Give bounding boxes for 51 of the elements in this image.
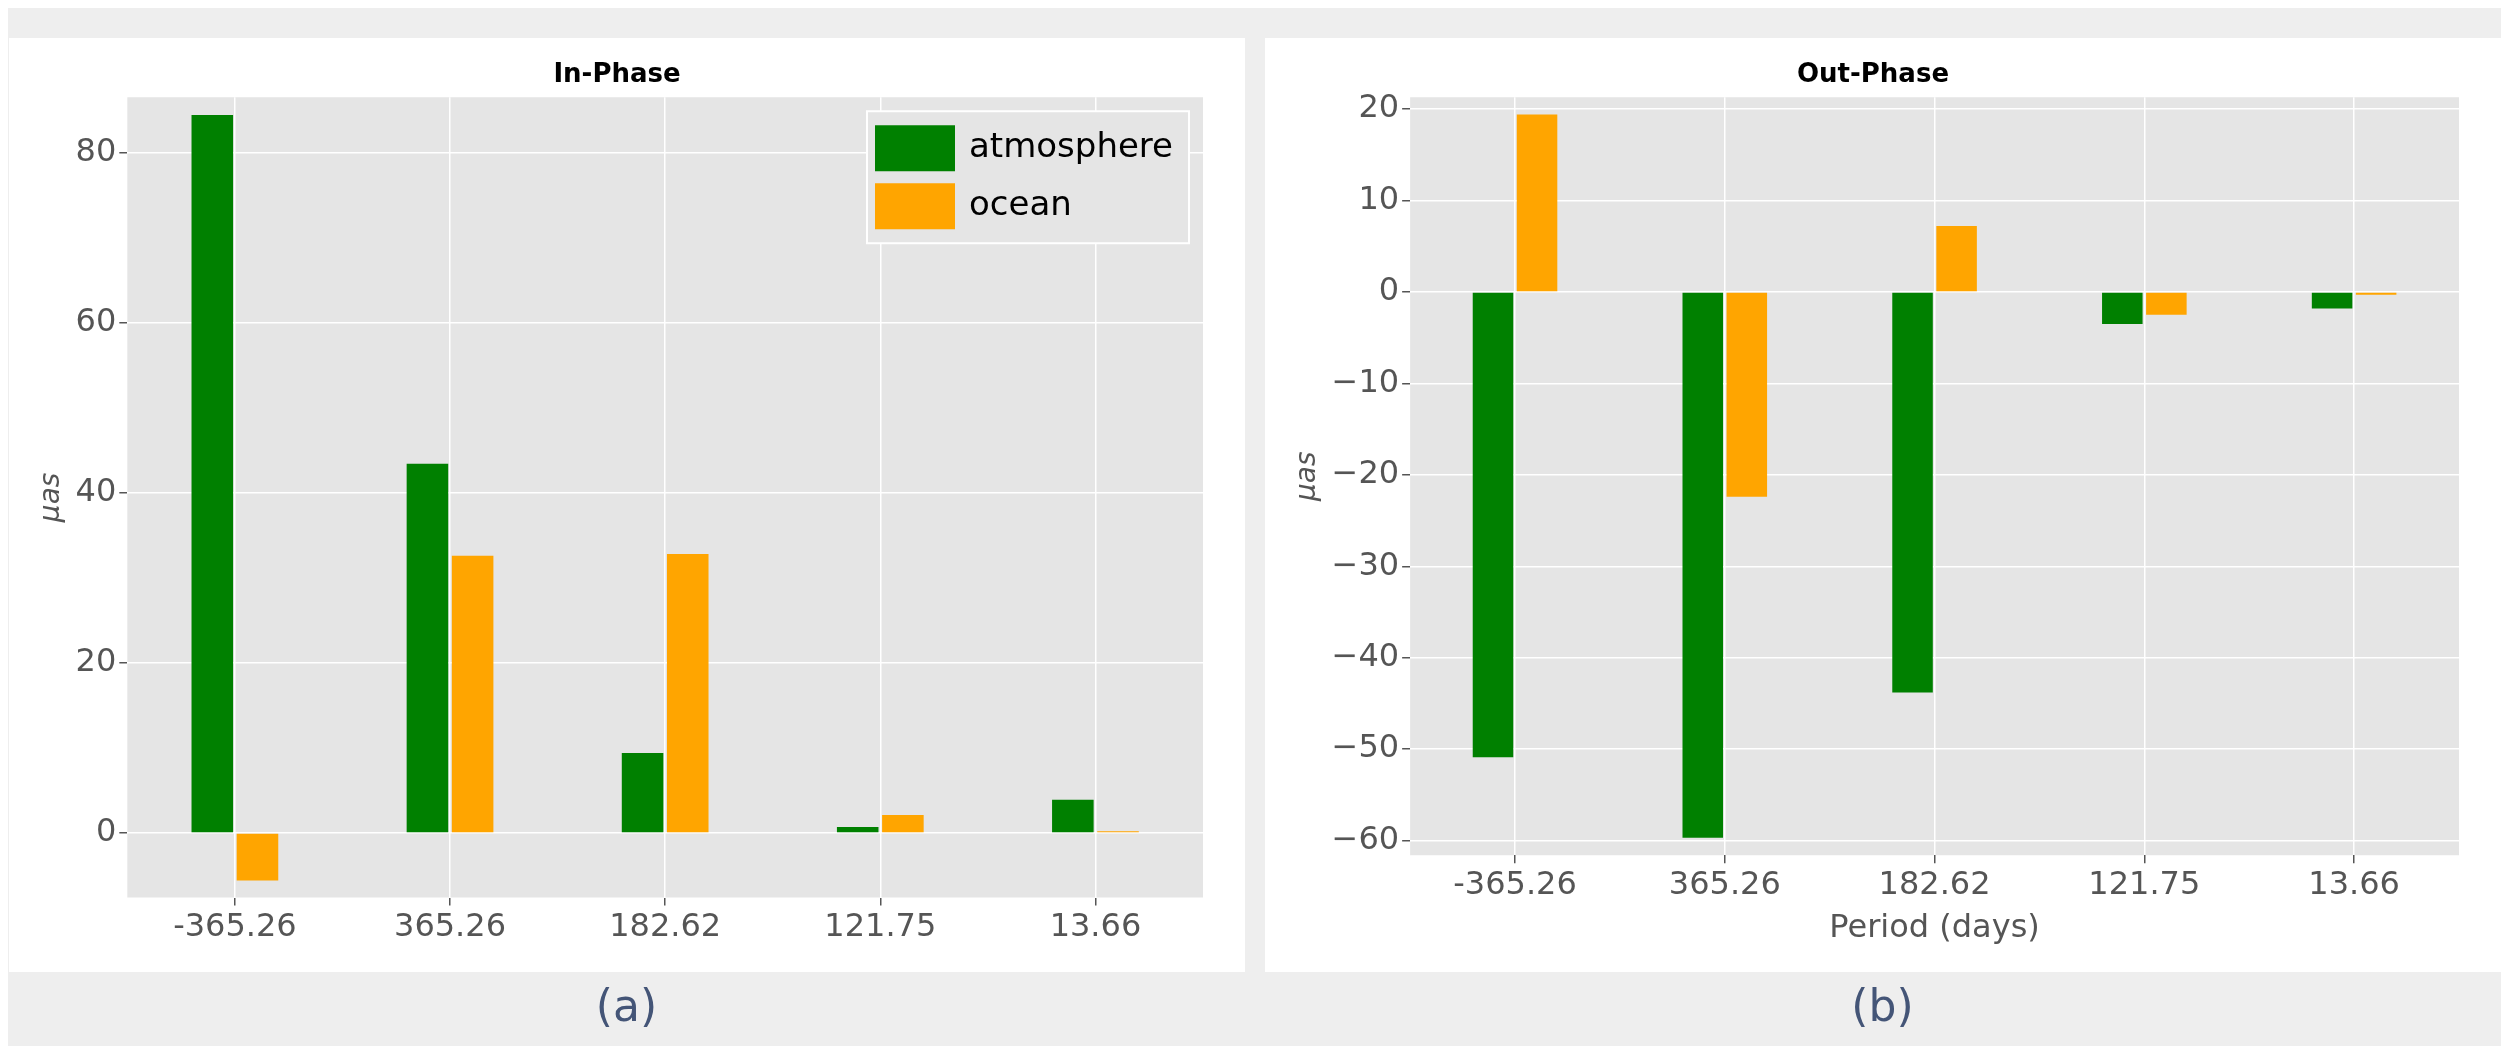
y-tick-label: −60 bbox=[1331, 818, 1399, 857]
y-tick-label: 0 bbox=[95, 811, 116, 850]
bar bbox=[666, 553, 709, 833]
bar bbox=[191, 115, 233, 833]
bar bbox=[1682, 292, 1723, 838]
y-tick-label: −20 bbox=[1331, 453, 1399, 492]
y-tick-label: 80 bbox=[75, 130, 116, 169]
x-tick-label: -365.26 bbox=[172, 906, 297, 945]
y-tick-label: 40 bbox=[75, 471, 116, 510]
x-tick-label: 182.62 bbox=[608, 906, 721, 945]
x-tick-label: 121.75 bbox=[823, 906, 936, 945]
bar bbox=[236, 833, 278, 881]
chart-title: In-Phase bbox=[552, 58, 681, 89]
legend-label: atmosphere bbox=[968, 125, 1173, 166]
bar bbox=[1726, 292, 1767, 497]
y-tick-label: −30 bbox=[1331, 544, 1399, 583]
x-tick-label: 365.26 bbox=[393, 906, 506, 945]
bar bbox=[2311, 292, 2352, 309]
bar bbox=[2145, 292, 2187, 315]
x-axis-title: Period (days) bbox=[1828, 907, 2040, 946]
y-tick-label: −10 bbox=[1331, 361, 1399, 400]
bar bbox=[406, 463, 448, 833]
x-tick-label: 13.66 bbox=[2307, 863, 2400, 902]
bar bbox=[836, 827, 878, 833]
bar bbox=[451, 555, 493, 833]
x-tick-label: -365.26 bbox=[1452, 863, 1577, 902]
x-tick-label: 365.26 bbox=[1668, 863, 1781, 902]
bar bbox=[1891, 292, 1933, 693]
bar bbox=[1516, 114, 1557, 292]
y-tick-label: 20 bbox=[1357, 87, 1399, 126]
y-tick-label: −40 bbox=[1331, 636, 1399, 675]
chart-title: Out-Phase bbox=[1796, 58, 1949, 89]
y-axis-title: μas bbox=[1288, 451, 1322, 502]
x-tick-label: 182.62 bbox=[1878, 863, 1991, 902]
y-tick-label: 0 bbox=[1378, 270, 1399, 309]
x-tick-label: 121.75 bbox=[2087, 863, 2200, 902]
y-tick-label: −50 bbox=[1331, 727, 1399, 766]
y-tick-label: 20 bbox=[75, 641, 116, 680]
bar bbox=[2101, 292, 2143, 324]
bar bbox=[1472, 292, 1513, 758]
bar bbox=[881, 815, 924, 833]
bar bbox=[1051, 799, 1094, 833]
text: (b) bbox=[1851, 980, 1914, 1031]
y-tick-label: 10 bbox=[1357, 178, 1399, 217]
legend-label: ocean bbox=[968, 183, 1072, 224]
x-tick-label: 13.66 bbox=[1049, 906, 1141, 945]
bar bbox=[621, 753, 663, 833]
y-axis-title: μas bbox=[32, 472, 66, 524]
y-tick-label: 60 bbox=[75, 300, 116, 339]
text: (a) bbox=[595, 980, 658, 1031]
bar bbox=[1935, 226, 1977, 292]
